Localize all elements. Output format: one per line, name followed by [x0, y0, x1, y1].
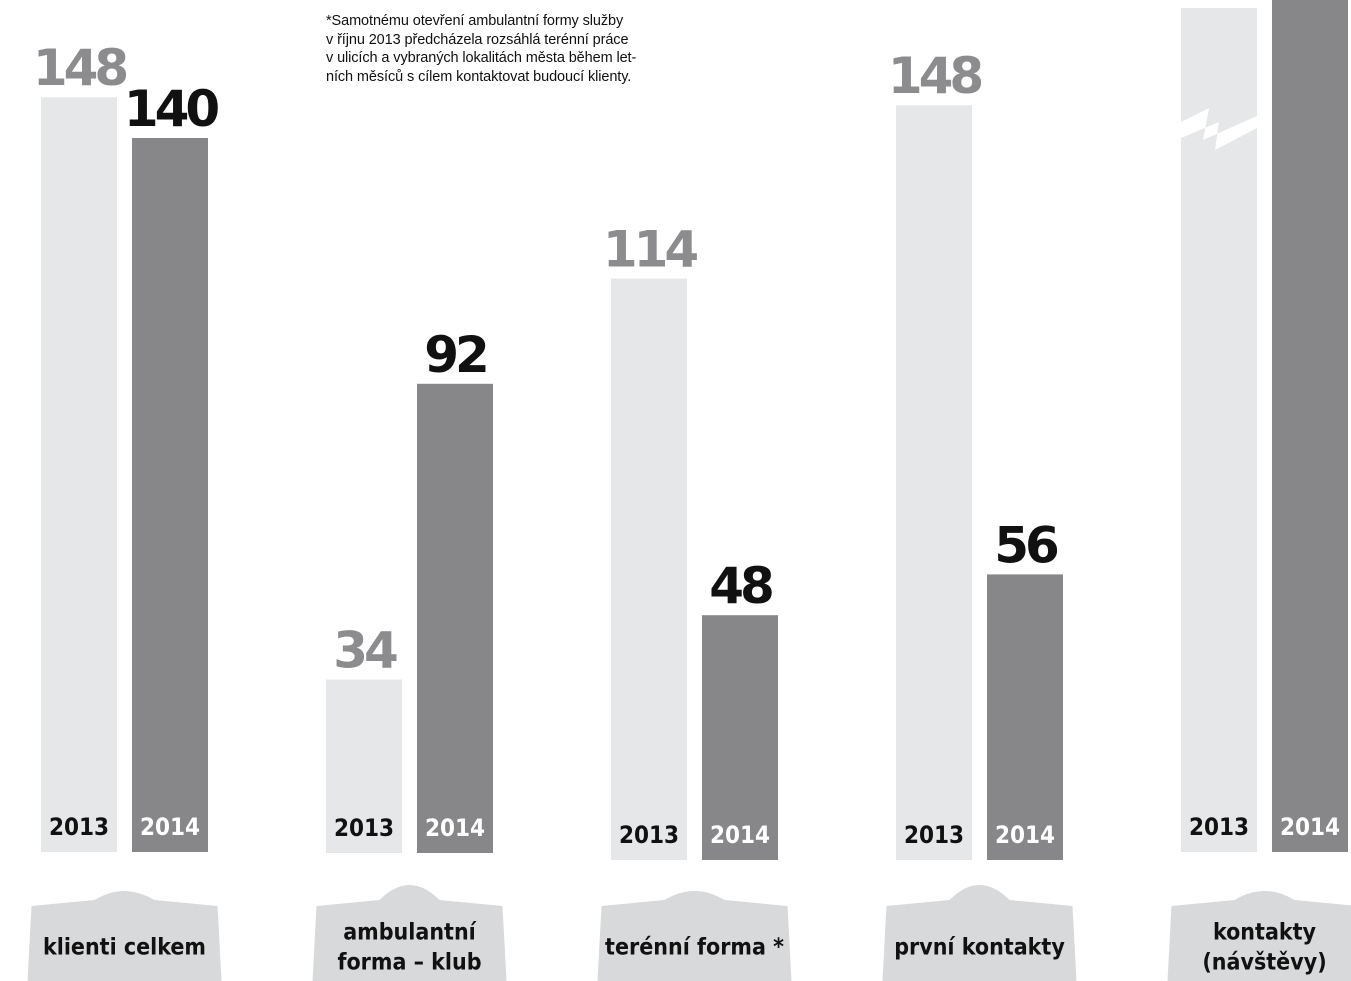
bar-2013-3	[611, 278, 687, 861]
bar-2014-2	[417, 383, 493, 853]
value-label-2013-3: 114	[603, 221, 698, 279]
bar-2013-1	[41, 97, 117, 852]
value-label-2014-4: 56	[994, 516, 1058, 574]
value-label-2013-2: 34	[333, 622, 397, 680]
year-label-2014-4: 2014	[995, 821, 1055, 849]
category-label-4: první kontakty	[894, 935, 1065, 961]
category-tab-4	[882, 885, 1077, 981]
year-label-2013-1: 2013	[49, 813, 109, 841]
bar-2014-5	[1272, 0, 1348, 852]
footnote-line-3: v ulicích a vybraných lokalitách města b…	[326, 50, 637, 66]
value-label-2013-4: 148	[888, 47, 982, 105]
category-tab-1	[27, 891, 222, 981]
category-label-2-line-2: forma – klub	[337, 950, 481, 976]
year-label-2014-3: 2014	[710, 821, 770, 849]
axis-break-mark	[1181, 108, 1257, 150]
footnote-line-4: ních měsíců s cílem kontaktovat budoucí …	[326, 68, 632, 85]
value-label-2014-1: 140	[124, 80, 219, 138]
bar-2014-4	[987, 574, 1063, 860]
year-label-2013-4: 2013	[904, 821, 964, 849]
year-label-2013-2: 2013	[334, 814, 394, 842]
category-label-5-line-2: (návštěvy)	[1202, 950, 1326, 976]
year-label-2014-5: 2014	[1280, 813, 1340, 841]
category-label-2-line-1: ambulantní	[343, 920, 477, 946]
value-label-2013-1: 148	[33, 39, 127, 97]
footnote: *Samotnému otevření ambulantní formy slu…	[326, 12, 678, 86]
category-label-3: terénní forma *	[605, 935, 784, 961]
bar-2014-3	[702, 615, 778, 860]
category-tab-2	[312, 885, 507, 981]
category-tab-3	[597, 891, 792, 981]
bar-2013-2	[326, 679, 402, 853]
footnote-line-2: v říjnu 2013 předcházela rozsáhlá terénn…	[326, 31, 629, 48]
year-label-2013-5: 2013	[1189, 813, 1249, 841]
value-label-2014-2: 92	[424, 326, 486, 384]
bar-2014-1	[132, 138, 208, 852]
year-label-2014-2: 2014	[425, 814, 485, 842]
bar-2013-5	[1181, 8, 1257, 852]
footnote-line-1: *Samotnému otevření ambulantní formy slu…	[326, 13, 624, 29]
category-label-5-line-1: kontakty	[1213, 920, 1317, 946]
bar-2013-4	[896, 105, 972, 860]
year-label-2013-3: 2013	[619, 821, 679, 849]
year-label-2014-1: 2014	[140, 813, 200, 841]
value-label-2014-3: 48	[709, 557, 772, 615]
category-tab-5	[1167, 891, 1351, 981]
category-label-1: klienti celkem	[43, 935, 206, 961]
